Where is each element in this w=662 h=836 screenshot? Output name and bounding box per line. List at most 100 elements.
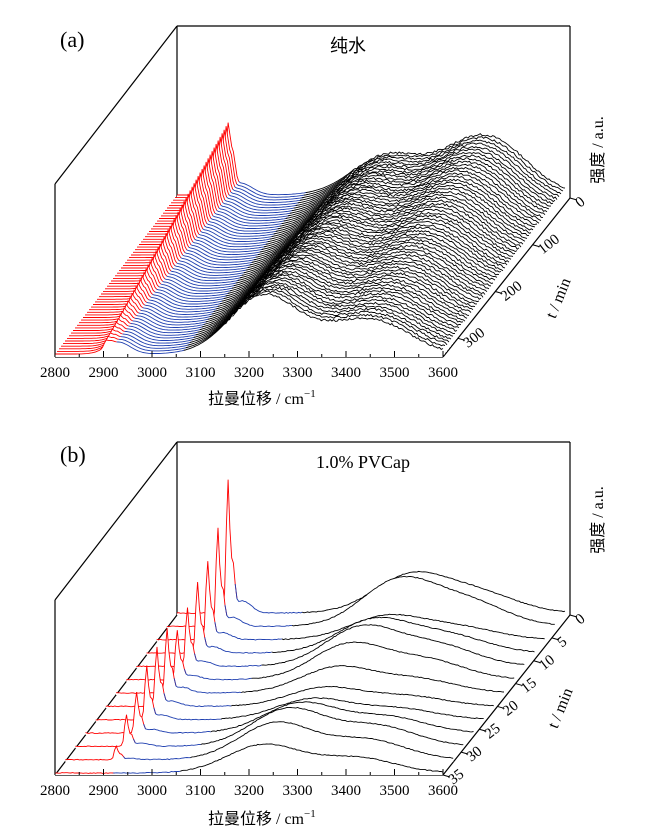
panel-a-spectrum-line: [273, 181, 534, 235]
panel-b-spectrum-line: [200, 707, 464, 746]
panel-a-spectrum-line: [265, 193, 526, 245]
panel-b-x-tick-label: 2800: [40, 783, 70, 799]
panel-a-spectrum-line: [212, 215, 282, 229]
panel-a-spectrum-line: [291, 154, 552, 212]
panel-a-spectrum-line: [148, 299, 218, 313]
panel-a-spectrum-line: [289, 157, 550, 214]
panel-a-spectrum-line: [204, 225, 274, 240]
panel-a-spectrum-line: [126, 328, 196, 341]
panel-a-spectrum-line: [226, 196, 296, 211]
panel-b-spectrum-line: [75, 714, 136, 748]
panel-a-spectrum-line: [210, 217, 280, 232]
panel-a-spectrum-line: [160, 283, 230, 297]
panel-b-x-tick-label: 3400: [331, 783, 361, 799]
panel-a-spectrum-line: [99, 260, 162, 298]
panel-a-x-tick-label: 3400: [331, 365, 361, 381]
panel-a-spectrum-line: [178, 259, 248, 274]
panel-a-spectrum-line: [154, 291, 224, 305]
panel-a-x-tick-label: 3100: [186, 365, 216, 381]
panel-a-spectrum-line: [89, 278, 152, 311]
panel-a-spectrum-line: [144, 304, 214, 318]
panel-b-spectrum-line: [224, 605, 293, 628]
frame-left-wall-top: [54, 25, 178, 185]
panel-a-title: 纯水: [330, 36, 366, 56]
panel-a-spectrum-line: [176, 262, 246, 276]
panel-b-spectrum-fill: [55, 743, 443, 775]
panel-a-spectrum-line: [81, 292, 143, 321]
panel-a-spectrum-line: [223, 246, 484, 300]
panel-a-spectrum-line: [156, 288, 226, 302]
panel-a-spectrum-line: [194, 238, 264, 253]
panel-a-spectrum-line: [122, 333, 192, 347]
panel-a-spectrum-line: [205, 267, 466, 323]
panel-a-spectrum-line: [180, 257, 250, 271]
panel-a-spectrum-line: [150, 296, 220, 310]
panel-a-spectrum-line: [71, 310, 133, 334]
panel-b-time-tick-label: 5: [554, 634, 570, 651]
panel-a-spectrum-line: [196, 236, 266, 250]
panel-a-spectrum-line: [116, 341, 186, 354]
panel-a-spectrum-line: [206, 223, 276, 237]
panel-a-spectrum-line: [271, 185, 532, 238]
panel-b-time-tick-label: 15: [518, 675, 540, 697]
panel-a-spectrum-line: [65, 321, 127, 342]
panel-b-x-axis-unit-exponent: −1: [304, 808, 316, 820]
panel-b-spectrum-line: [281, 613, 545, 641]
panel-b-spectrum-line: [194, 653, 262, 668]
panel-a-x-axis-label: 拉曼位移 / cm−1: [208, 388, 316, 408]
frame-left-wall-top: [54, 441, 178, 601]
panel-a-time-tick-label: 0: [573, 194, 589, 211]
panel-a-time-tick-mark: [495, 291, 503, 295]
panel-a-spectrum-line: [79, 296, 141, 324]
panel-a-spectrum-line: [184, 252, 254, 266]
panel-a-spectrum-line: [138, 312, 208, 326]
panel-b-x-tick-label: 3200: [234, 783, 264, 799]
panel-b-spectrum-fill: [116, 628, 504, 695]
panel-b-spectrum-fill: [146, 582, 535, 655]
panel-a-spectrum-line: [164, 278, 234, 292]
panel-b-time-tick-label: 25: [482, 721, 504, 743]
panel-a-spectrum-line: [57, 335, 119, 352]
panel-a-spectrum-line: [146, 301, 216, 315]
panel-b-spectrum-fill: [65, 721, 454, 762]
panel-a-x-tick-label: 2800: [40, 365, 70, 381]
panel-a-spectra: [55, 122, 566, 357]
panel-b-spectrum-fill: [166, 527, 555, 629]
panel-b-spectrum-line: [143, 724, 211, 734]
panel-b: 2800 2900 3000 3100 3200 3300 3400 3500 3600 051…: [40, 441, 607, 828]
panel-a-spectrum-line: [253, 211, 514, 261]
panel-b-spectrum-line: [210, 701, 474, 733]
panel-a-spectrum-line: [73, 307, 135, 331]
panel-b-y-axis-label: 强度 / a.u.: [589, 486, 607, 554]
panel-a-spectrum-line: [232, 188, 302, 203]
panel-b-x-tick-label: 3000: [137, 783, 167, 799]
panel-b-time-tick-label: 10: [536, 652, 558, 674]
panel-a-spectrum-line: [224, 199, 294, 214]
panel-a-spectrum-line: [188, 246, 258, 261]
panel-b-spectrum-line: [133, 738, 201, 747]
panel-b-spectrum-line: [214, 622, 282, 641]
panel-b-x-axis-label: 拉曼位移 / cm−1: [208, 808, 316, 828]
panel-b-time-tick-mark: [533, 660, 541, 664]
panel-a-x-tick-label: 3300: [283, 365, 313, 381]
panel-a-spectrum-line: [182, 254, 252, 269]
panel-b-spectra: [54, 479, 566, 775]
panel-a-spectrum-line: [241, 226, 502, 276]
panel-b-spectrum-line: [234, 583, 303, 614]
panel-a-spectrum-line: [234, 186, 304, 201]
panel-a-spectrum-line: [236, 183, 306, 198]
panel-a-spectrum-line: [283, 166, 544, 222]
panel-b-spectrum-line: [261, 624, 525, 666]
panel-a-spectrum-line: [118, 338, 188, 352]
panel-b-time-tick-label: 30: [464, 743, 486, 765]
panel-b-spectrum-line: [123, 756, 191, 761]
panel-a-spectrum-line: [136, 315, 206, 328]
panel-a-spectrum-line: [162, 280, 232, 295]
panel-b-spectrum-fill: [136, 607, 525, 669]
panel-a-spectrum-line: [191, 283, 452, 341]
panel-a-spectrum-line: [59, 332, 121, 350]
panel-a-spectrum-line: [183, 293, 444, 351]
panel-a-spectrum-line: [142, 307, 212, 321]
panel-a-spectrum-line: [301, 139, 562, 199]
panel-a-spectrum-line: [261, 199, 522, 250]
